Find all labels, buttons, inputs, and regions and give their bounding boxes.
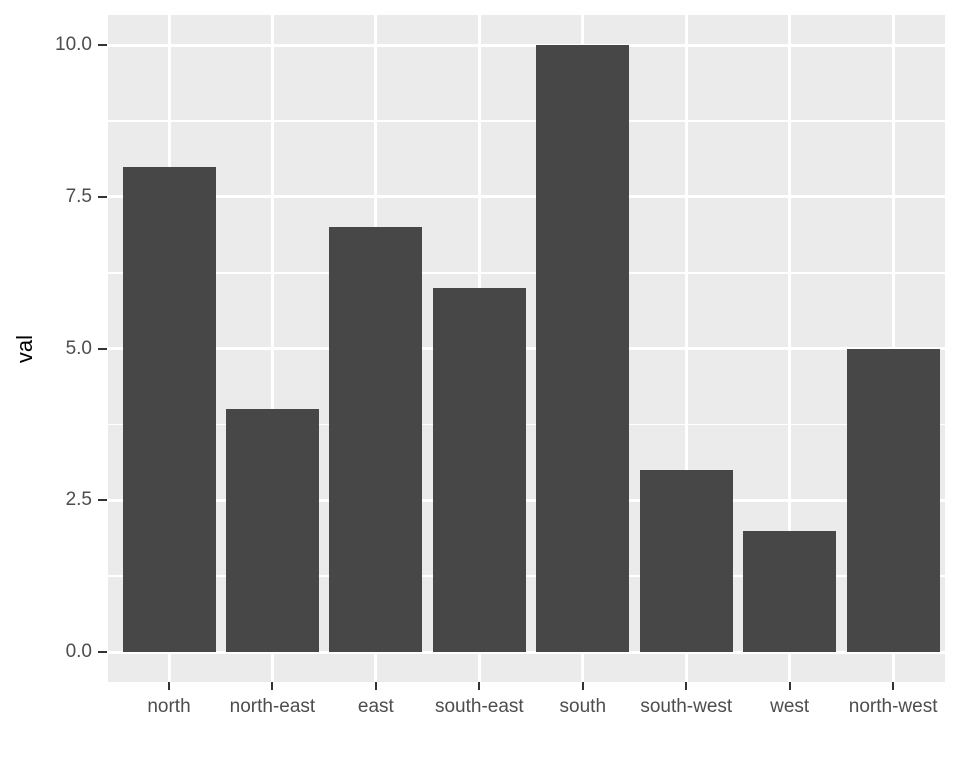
x-tick-label: south-west <box>640 696 733 717</box>
major-gridline <box>108 498 945 502</box>
x-tick-label: north-east <box>229 696 316 717</box>
minor-gridline <box>108 120 945 122</box>
minor-gridline <box>108 575 945 577</box>
bar-south-east <box>432 287 526 652</box>
x-tick-mark <box>168 682 170 690</box>
y-tick-mark <box>98 499 107 502</box>
x-tick-label: south <box>559 696 607 717</box>
category-gridline <box>270 15 274 682</box>
minor-gridline <box>108 423 945 426</box>
x-tick-mark <box>271 682 274 690</box>
x-tick-mark <box>685 682 688 690</box>
bar-south-west <box>639 469 733 652</box>
y-tick-label: 10.0 <box>55 34 92 56</box>
y-tick-label: 2.5 <box>65 489 92 511</box>
major-gridline <box>108 43 945 47</box>
bar-north-west <box>846 348 940 652</box>
plot-panel <box>108 15 945 682</box>
category-gridline <box>788 15 792 682</box>
y-tick-mark <box>98 44 107 47</box>
major-gridline <box>108 195 945 199</box>
major-gridline <box>108 650 945 654</box>
x-tick-label: south-east <box>434 696 524 717</box>
x-tick-mark <box>374 682 377 690</box>
bar-north <box>122 166 216 652</box>
x-tick-label: west <box>770 696 810 717</box>
y-tick-mark <box>98 195 107 198</box>
y-tick-label: 0.0 <box>65 641 92 662</box>
x-tick-label: north-west <box>848 696 938 717</box>
x-tick-mark <box>581 682 584 690</box>
bar-south <box>536 45 630 652</box>
bar-north-east <box>225 409 319 652</box>
bar-west <box>743 530 837 652</box>
category-gridline <box>684 15 688 682</box>
x-tick-mark <box>478 682 481 690</box>
category-gridline <box>891 15 895 682</box>
y-tick-label: 5.0 <box>65 337 92 359</box>
x-tick-label: north <box>147 696 191 717</box>
minor-gridline <box>108 272 945 274</box>
x-tick-label: east <box>357 696 394 717</box>
major-gridline <box>108 347 945 351</box>
y-tick-label: 7.5 <box>65 185 92 207</box>
x-tick-mark <box>788 682 791 690</box>
bar-east <box>329 227 423 652</box>
y-tick-mark <box>98 651 107 653</box>
x-tick-mark <box>892 682 895 690</box>
y-tick-mark <box>98 347 107 350</box>
